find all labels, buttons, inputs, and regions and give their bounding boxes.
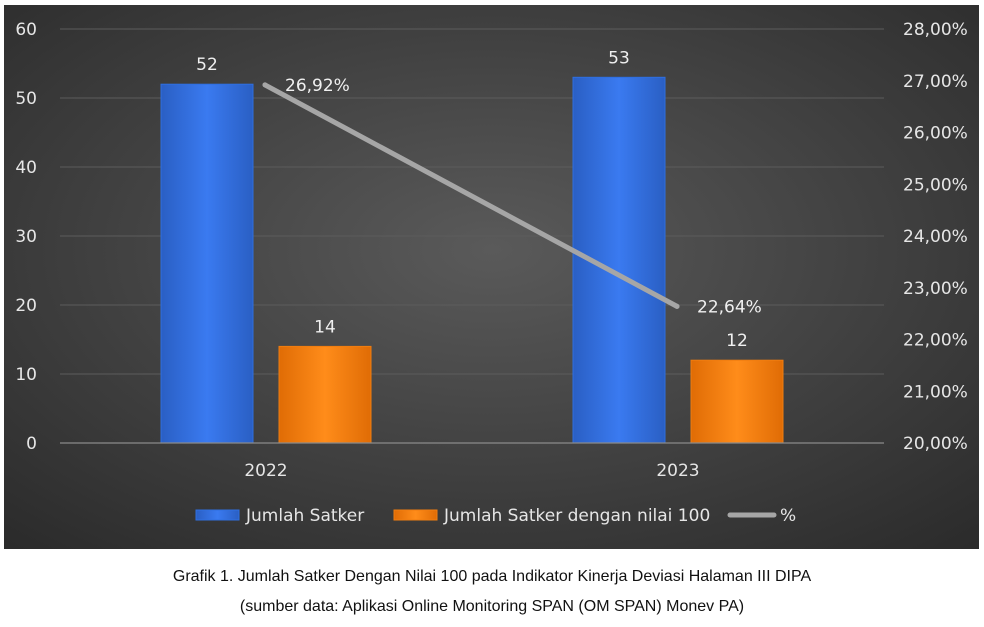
y-right-tick-label: 28,00% [903, 20, 968, 40]
y-right-tick-label: 21,00% [903, 382, 968, 402]
y-right-tick-label: 25,00% [903, 175, 968, 195]
y-right-tick-label: 20,00% [903, 434, 968, 454]
legend-swatch [195, 509, 240, 521]
bar-data-label: 12 [726, 331, 748, 351]
caption-line-1: Grafik 1. Jumlah Satker Dengan Nilai 100… [172, 568, 812, 585]
combo-chart: 0 10 20 30 40 50 60 20,00% 21,00% 22,00% 23,00% 24,… [4, 5, 979, 549]
caption-line-2: (sumber data: Aplikasi Online Monitoring… [239, 598, 745, 615]
legend-label: Jumlah Satker dengan nilai 100 [443, 506, 710, 526]
y-left-tick-label: 30 [15, 227, 37, 247]
bar-data-label: 14 [314, 317, 336, 337]
bar-data-label: 53 [608, 48, 630, 68]
y-left-tick-label: 0 [26, 434, 37, 454]
y-left-tick-label: 50 [15, 89, 37, 109]
x-tick-label: 2022 [244, 461, 287, 481]
y-right-tick-label: 22,00% [903, 331, 968, 351]
line-point [262, 82, 268, 88]
line-data-label: 22,64% [697, 297, 762, 317]
bar-data-label: 52 [196, 55, 218, 75]
y-left-tick-label: 40 [15, 158, 37, 178]
bar [278, 345, 372, 444]
figure-caption: Grafik 1. Jumlah Satker Dengan Nilai 100… [0, 562, 984, 622]
y-right-tick-label: 24,00% [903, 227, 968, 247]
chart-panel: 0 10 20 30 40 50 60 20,00% 21,00% 22,00% 23,00% 24,… [4, 5, 979, 549]
y-left-tick-label: 60 [15, 20, 37, 40]
y-left-tick-label: 20 [15, 296, 37, 316]
y-right-tick-label: 27,00% [903, 72, 968, 92]
line-point [674, 303, 680, 309]
legend-label: % [780, 506, 796, 526]
bar [160, 83, 254, 444]
y-right-tick-label: 23,00% [903, 279, 968, 299]
bar [690, 359, 784, 444]
chart-background [4, 5, 979, 549]
y-left-tick-label: 10 [15, 365, 37, 385]
legend-swatch [393, 509, 438, 521]
line-data-label: 26,92% [285, 76, 350, 96]
y-right-tick-label: 26,00% [903, 124, 968, 144]
line-series-percent [262, 82, 680, 309]
legend-label: Jumlah Satker [245, 506, 364, 526]
x-tick-label: 2023 [656, 461, 699, 481]
